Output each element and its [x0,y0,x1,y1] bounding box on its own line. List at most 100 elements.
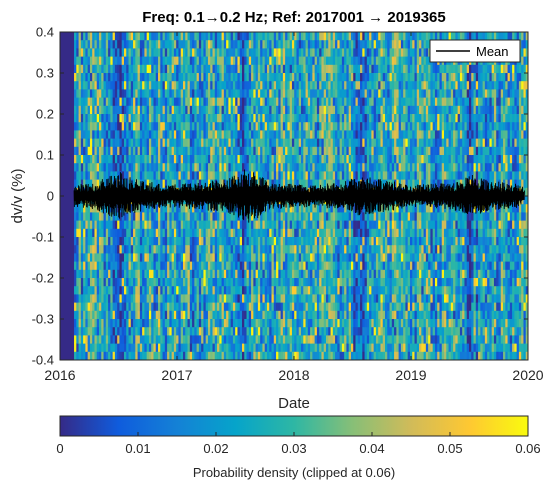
heatmap-cell [330,114,334,123]
heatmap-cell [167,310,170,320]
heatmap-cell [135,327,138,336]
heatmap-cell [148,237,152,246]
heatmap-cell [112,269,116,279]
heatmap-cell [232,220,236,230]
heatmap-cell [339,81,343,90]
heatmap-cell [167,237,170,246]
heatmap-cell [248,48,252,57]
heatmap-cell [92,73,95,82]
heatmap-cell [350,351,354,361]
heatmap-cell [246,327,250,336]
heatmap-cell [182,48,186,57]
heatmap-cell [139,73,143,82]
heatmap-cell [117,163,120,172]
heatmap-cell [289,335,293,344]
heatmap-cell [137,261,141,271]
heatmap-cell [137,105,141,115]
heatmap-cell [335,204,338,213]
heatmap-cell [153,146,157,156]
heatmap-cell [341,114,345,123]
heatmap-cell [230,327,234,336]
heatmap-cell [314,204,318,213]
heatmap-cell [271,40,275,49]
heatmap-cell [126,40,129,49]
heatmap-cell [212,310,216,320]
heatmap-cell [341,179,345,189]
heatmap-cell [87,269,91,279]
heatmap-cell [289,48,293,57]
heatmap-cell [219,155,222,164]
heatmap-cell [158,253,161,262]
heatmap-cell [182,212,186,221]
heatmap-cell [298,319,302,328]
heatmap-cell [144,105,148,115]
heatmap-cell [130,105,134,115]
heatmap-cell [257,130,261,139]
heatmap-cell [285,343,288,353]
heatmap-cell [94,237,98,246]
heatmap-cell [176,81,179,90]
heatmap-cell [176,114,179,123]
heatmap-cell [221,171,225,180]
heatmap-cell [189,351,193,361]
heatmap-cell [353,130,356,139]
heatmap-cell [214,212,218,221]
heatmap-cell [158,212,161,221]
heatmap-cell [74,327,77,336]
heatmap-cell [146,302,150,312]
heatmap-cell [253,319,257,328]
heatmap-cell [255,327,259,336]
heatmap-cell [148,278,152,287]
heatmap-cell [173,64,177,74]
heatmap-cell [76,351,79,361]
heatmap-cell [330,351,334,361]
heatmap-cell [94,48,98,57]
heatmap-cell [310,351,313,361]
heatmap-cell [101,310,104,320]
heatmap-cell [171,105,175,115]
heatmap-cell [126,212,129,221]
heatmap-cell [192,204,195,213]
heatmap-cell [164,302,168,312]
heatmap-cell [305,105,309,115]
heatmap-cell [310,245,313,254]
heatmap-cell [239,163,243,172]
heatmap-cell [196,278,200,287]
heatmap-cell [262,310,266,320]
heatmap-cell [355,237,359,246]
heatmap-cell [196,245,200,254]
heatmap-cell [139,302,143,312]
heatmap-cell [164,310,168,320]
heatmap-cell [182,97,186,107]
heatmap-cell [291,56,295,66]
heatmap-cell [303,343,306,353]
heatmap-cell [262,278,266,287]
heatmap-cell [99,278,102,287]
heatmap-cell [325,56,329,66]
heatmap-cell [180,253,184,262]
heatmap-cell [89,294,93,303]
heatmap-cell [264,278,268,287]
heatmap-cell [187,278,191,287]
heatmap-cell [307,220,311,230]
heatmap-cell [303,48,306,57]
heatmap-cell [207,286,211,295]
heatmap-cell [228,319,232,328]
heatmap-cell [312,212,316,221]
heatmap-cell [119,228,123,238]
heatmap-cell [133,48,136,57]
heatmap-cell [94,278,98,287]
heatmap-cell [278,261,281,271]
heatmap-cell [85,327,89,336]
heatmap-cell [253,335,257,344]
heatmap-cell [335,253,338,262]
heatmap-cell [325,261,329,271]
heatmap-cell [185,245,188,254]
heatmap-cell [110,122,114,131]
heatmap-cell [110,327,114,336]
heatmap-cell [87,171,91,180]
heatmap-cell [148,155,152,164]
heatmap-cell [112,302,116,312]
heatmap-cell [269,310,272,320]
heatmap-cell [130,220,134,230]
